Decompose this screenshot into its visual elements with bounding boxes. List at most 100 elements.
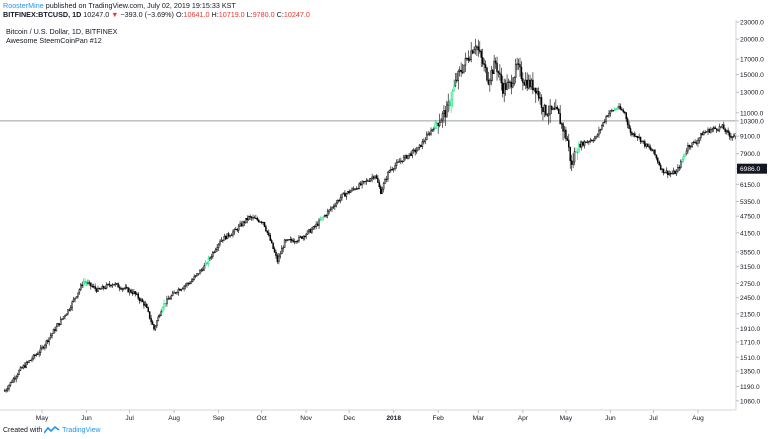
- candle: [78, 288, 81, 295]
- candle: [226, 233, 228, 240]
- low-value: 9780.0: [252, 10, 275, 19]
- candle: [380, 184, 382, 195]
- candle: [606, 114, 609, 118]
- candle: [34, 353, 36, 359]
- candle: [688, 144, 691, 150]
- candle: [506, 74, 508, 91]
- candle: [259, 221, 261, 223]
- candle: [578, 141, 580, 153]
- candle: [202, 266, 204, 272]
- candle: [435, 121, 438, 129]
- y-tick-label: 5350.0: [740, 199, 761, 206]
- candle: [536, 87, 538, 96]
- candle: [204, 259, 207, 269]
- candle: [466, 57, 468, 61]
- candle: [213, 250, 216, 254]
- candle: [484, 60, 487, 73]
- candle: [242, 220, 244, 228]
- candle: [474, 38, 477, 55]
- high-label: H:: [211, 10, 219, 19]
- open-value: 10641.0: [183, 10, 210, 19]
- candle: [111, 283, 114, 288]
- candle: [543, 103, 546, 118]
- candle: [177, 287, 180, 296]
- candle: [128, 287, 131, 296]
- close-label: C:: [276, 10, 284, 19]
- candle: [573, 147, 576, 166]
- y-tick-label: 11000.0: [740, 110, 764, 117]
- y-tick-label: 23000.0: [740, 20, 764, 27]
- tradingview-link[interactable]: TradingView: [62, 427, 101, 434]
- candle: [546, 112, 549, 118]
- candle: [664, 172, 666, 174]
- candle: [649, 144, 652, 152]
- author-link[interactable]: RoosterMine: [3, 1, 44, 10]
- candle: [174, 292, 177, 295]
- candle: [151, 319, 154, 325]
- candle: [438, 113, 441, 128]
- candle: [451, 88, 454, 108]
- candle: [398, 158, 401, 163]
- candle: [147, 306, 149, 313]
- candle: [364, 181, 366, 185]
- candle: [674, 169, 676, 175]
- candle: [285, 238, 287, 243]
- candle: [72, 296, 75, 303]
- candle: [118, 284, 121, 292]
- candle: [104, 285, 106, 290]
- candle: [540, 94, 543, 115]
- x-tick-label: Jun: [605, 415, 616, 422]
- candle: [85, 280, 88, 286]
- candle: [68, 308, 71, 312]
- candle: [94, 283, 96, 292]
- x-axis-ticks: May Jun Jul Aug Sep Oct Nov Dec 2018 Feb Mar Apr May…: [36, 410, 704, 422]
- candle: [144, 301, 147, 308]
- candle: [269, 232, 271, 241]
- x-tick-label: Sep: [213, 415, 225, 422]
- candle: [507, 78, 510, 89]
- candle: [167, 295, 170, 300]
- candle: [237, 223, 240, 233]
- candle: [273, 246, 276, 253]
- candle: [157, 314, 160, 322]
- candle: [619, 103, 622, 111]
- candle: [616, 105, 619, 111]
- candle: [524, 72, 527, 90]
- candle: [493, 54, 495, 74]
- candle: [499, 64, 501, 81]
- candle: [387, 171, 389, 182]
- candle: [402, 154, 405, 163]
- candle: [708, 128, 711, 134]
- candle: [500, 67, 503, 91]
- candle: [22, 364, 25, 370]
- candle: [448, 99, 451, 111]
- candle: [278, 252, 280, 265]
- candle: [236, 228, 238, 233]
- symbol[interactable]: BITFINEX:BTCUSD, 1D: [3, 10, 82, 19]
- candle: [612, 110, 615, 112]
- candle: [121, 287, 124, 292]
- candle: [187, 282, 190, 287]
- candle: [255, 214, 257, 220]
- candle: [190, 278, 193, 284]
- candle: [565, 126, 567, 142]
- candle: [48, 337, 50, 346]
- candle: [662, 168, 665, 176]
- candle: [136, 291, 138, 296]
- candle: [392, 167, 395, 173]
- candle: [723, 121, 725, 130]
- y-tick-label: 3550.0: [740, 250, 761, 257]
- candle: [212, 251, 214, 259]
- candle: [542, 107, 544, 121]
- candle: [131, 289, 134, 296]
- candle: [450, 91, 452, 113]
- candle: [42, 345, 45, 350]
- y-tick-label: 1060.0: [740, 398, 761, 405]
- candle: [605, 114, 607, 125]
- candle: [631, 131, 633, 137]
- candle: [101, 284, 104, 290]
- candle: [679, 159, 682, 170]
- published-text: published on TradingView.com, July 02, 2…: [45, 1, 236, 10]
- candle: [352, 186, 355, 191]
